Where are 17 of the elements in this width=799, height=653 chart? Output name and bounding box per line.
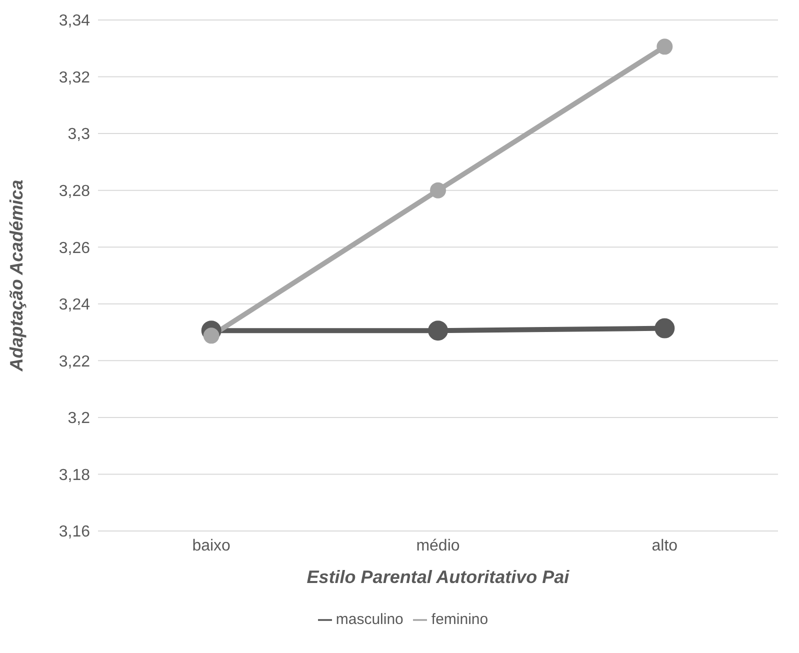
legend-label: masculino (336, 611, 404, 628)
y-tick-label: 3,32 (58, 69, 90, 86)
x-tick-label: baixo (192, 537, 231, 554)
y-tick-label: 3,24 (58, 296, 90, 314)
y-tick-label: 3,18 (58, 466, 90, 484)
y-tick-label: 3,2 (68, 410, 90, 428)
x-tick-label: alto (652, 537, 678, 554)
y-axis-title: Adaptação Académica (6, 180, 26, 372)
y-tick-label: 3,34 (58, 12, 90, 30)
y-tick-label: 3,26 (58, 240, 90, 257)
y-tick-label: 3,22 (58, 353, 90, 370)
y-tick-label: 3,3 (68, 126, 90, 144)
y-tick-label: 3,28 (58, 183, 90, 200)
legend-label: feminino (431, 611, 488, 628)
x-tick-label: médio (416, 537, 460, 554)
y-tick-label: 3,16 (58, 524, 90, 541)
x-axis-title: Estilo Parental Autoritativo Pai (306, 567, 570, 587)
